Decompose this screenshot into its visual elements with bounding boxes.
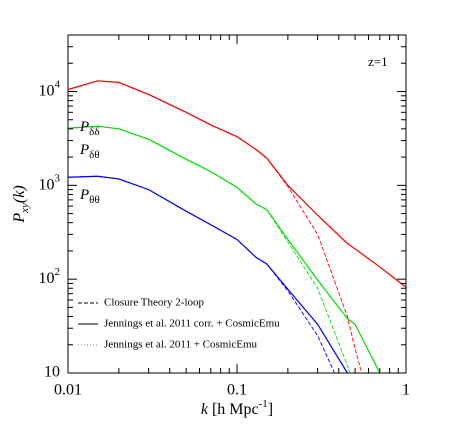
- y-label-sub: xy: [19, 203, 31, 214]
- y-tick-exp: 3: [55, 172, 61, 184]
- annotation: Pδθ: [79, 142, 100, 160]
- y-label-rest: (k): [11, 185, 28, 203]
- series-line: [68, 80, 363, 373]
- x-label-sup: -1: [259, 398, 268, 410]
- x-label-end: ]: [268, 401, 273, 418]
- series-line: [68, 80, 406, 288]
- x-tick-label: 0.1: [227, 382, 247, 399]
- y-tick-base: 10: [39, 270, 55, 287]
- annotation: Pδδ: [79, 119, 100, 137]
- legend-label: Closure Theory 2-loop: [104, 297, 205, 309]
- y-tick-base: 10: [39, 82, 55, 99]
- series-line: [68, 80, 406, 288]
- y-tick-label: 103: [39, 172, 61, 193]
- plot-area: [68, 80, 406, 373]
- legend-label: Jennings et al. 2011 + CosmicEmu: [104, 339, 258, 351]
- series-line: [68, 125, 381, 373]
- annotation-main: P: [79, 142, 89, 158]
- y-tick-label: 102: [39, 266, 61, 287]
- annotation-main: P: [79, 119, 89, 135]
- y-tick-exp: 2: [55, 266, 61, 278]
- x-axis-label: k [h Mpc-1]: [201, 398, 273, 418]
- x-label-rest: [h Mpc: [208, 401, 259, 418]
- annotation: Pθθ: [79, 187, 100, 205]
- series-line: [68, 175, 336, 373]
- legend-label: Jennings et al. 2011 corr. + CosmicEmu: [104, 318, 280, 330]
- x-tick-label: 0.01: [54, 382, 82, 399]
- y-tick-label: 10: [44, 364, 60, 381]
- y-axis-label: Pxy(k): [11, 185, 31, 223]
- y-tick-label: 104: [39, 78, 61, 99]
- annotation-main: P: [79, 187, 89, 203]
- annotation-sub: δδ: [89, 126, 99, 138]
- x-tick-label: 1: [402, 382, 410, 399]
- x-label-main: k: [201, 401, 209, 418]
- y-label-main: P: [11, 213, 28, 224]
- series-line: [68, 125, 381, 373]
- annotation-sub: δθ: [89, 149, 99, 161]
- annotation-sub: θθ: [89, 194, 100, 206]
- series-line: [68, 175, 348, 373]
- annotation: z=1: [368, 54, 388, 69]
- y-tick-exp: 4: [55, 78, 61, 90]
- y-tick-base: 10: [39, 176, 55, 193]
